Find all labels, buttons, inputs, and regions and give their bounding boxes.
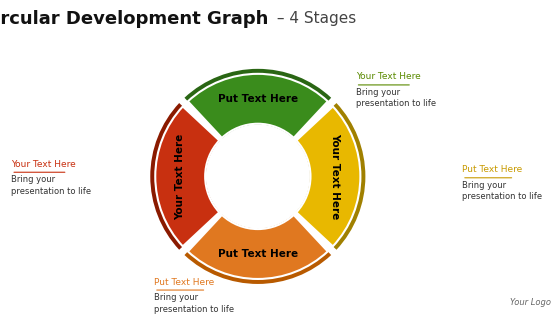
Wedge shape <box>150 103 220 250</box>
Text: Your Text Here: Your Text Here <box>330 133 340 220</box>
Wedge shape <box>184 69 331 139</box>
Text: Put Text Here: Put Text Here <box>218 249 298 259</box>
Text: Bring your
presentation to life: Bring your presentation to life <box>11 175 91 196</box>
Text: Circular Development Graph: Circular Development Graph <box>0 10 269 28</box>
Text: Put Text Here: Put Text Here <box>218 94 298 104</box>
Text: Bring your
presentation to life: Bring your presentation to life <box>356 88 436 108</box>
Text: Your Text Here: Your Text Here <box>175 133 185 220</box>
Text: Bring your
presentation to life: Bring your presentation to life <box>154 293 234 314</box>
Text: Put Text Here: Put Text Here <box>462 165 522 174</box>
Text: Your Text Here: Your Text Here <box>356 72 421 82</box>
Text: Bring your
presentation to life: Bring your presentation to life <box>462 180 542 201</box>
Circle shape <box>207 125 309 228</box>
Wedge shape <box>188 74 328 138</box>
Wedge shape <box>188 215 328 279</box>
Wedge shape <box>296 106 361 246</box>
Text: Your Text Here: Your Text Here <box>11 160 76 169</box>
Wedge shape <box>184 214 331 284</box>
Wedge shape <box>296 103 365 250</box>
Text: Your Logo: Your Logo <box>510 298 550 307</box>
Text: Put Text Here: Put Text Here <box>154 278 214 287</box>
Wedge shape <box>155 106 220 246</box>
Text: – 4 Stages: – 4 Stages <box>272 11 356 26</box>
